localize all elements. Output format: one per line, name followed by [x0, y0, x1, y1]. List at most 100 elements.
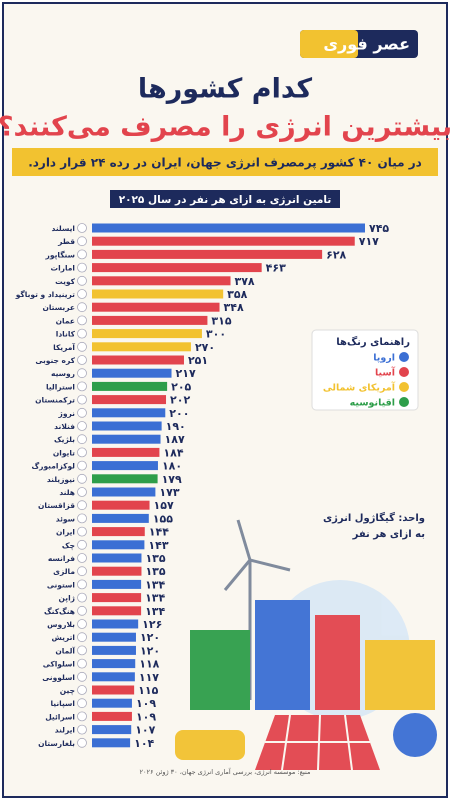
category-label: سوئد — [56, 514, 75, 523]
category-label: اسرائیل — [45, 712, 75, 721]
category-label: چین — [60, 686, 75, 695]
value-label: ۱۰۴ — [134, 737, 154, 750]
bar — [92, 593, 142, 603]
legend-label: آسیا — [375, 366, 396, 379]
value-label: ۱۰۹ — [136, 710, 156, 723]
category-label: بلژیک — [54, 435, 75, 444]
bar — [92, 289, 224, 299]
flag — [77, 685, 87, 695]
illustration — [175, 519, 437, 771]
value-label: ۲۷۰ — [195, 341, 215, 354]
bar — [92, 263, 262, 273]
flag — [77, 592, 87, 603]
category-label: استونی — [47, 580, 75, 589]
category-label: فرانسه — [48, 554, 75, 563]
flag — [77, 223, 87, 233]
flag — [77, 539, 87, 550]
flag — [77, 407, 87, 418]
bar — [92, 276, 231, 286]
flag — [77, 368, 87, 379]
flag — [77, 724, 87, 735]
flag — [77, 487, 87, 497]
flag — [77, 632, 87, 643]
category-label: ایسلند — [52, 224, 75, 233]
value-label: ۱۷۳ — [159, 486, 179, 499]
bar — [92, 249, 323, 259]
panel-grid — [265, 714, 370, 771]
bar — [92, 487, 156, 497]
chart-title: تامین انرژی به ازای هر نفر در سال ۲۰۲۵ — [119, 194, 332, 206]
value-label: ۱۰۷ — [135, 724, 155, 737]
bar — [92, 725, 132, 735]
bar — [92, 645, 136, 655]
legend-label: اقیانوسیه — [350, 398, 395, 409]
legend-title: راهنمای رنگ‌ها — [336, 336, 410, 348]
bar — [92, 540, 145, 550]
flag — [77, 381, 87, 392]
value-label: ۱۴۳ — [148, 539, 168, 552]
category-label: بلاروس — [47, 620, 75, 629]
value-label: ۳۵۸ — [227, 288, 247, 301]
bar — [92, 342, 191, 352]
bar — [92, 447, 160, 457]
flag — [77, 605, 87, 616]
bar — [92, 434, 161, 444]
legend-swatch — [399, 382, 409, 392]
building — [190, 630, 250, 710]
category-label: ژاپن — [59, 594, 75, 603]
value-label: ۱۳۴ — [145, 592, 165, 605]
category-label: لوکزامبورگ — [31, 461, 75, 471]
flag — [77, 275, 87, 286]
value-label: ۱۰۹ — [136, 697, 156, 710]
value-label: ۱۷۹ — [162, 473, 182, 486]
flag — [77, 302, 87, 313]
bar — [92, 527, 145, 537]
legend-swatch — [399, 397, 409, 407]
category-label: چک — [62, 541, 75, 550]
subtitle: در میان ۴۰ کشور پرمصرف انرژی جهان، ایران… — [28, 156, 422, 171]
category-label: ایرلند — [55, 726, 75, 735]
value-label: ۳۰۰ — [206, 328, 226, 341]
flag — [77, 658, 87, 669]
flag — [77, 473, 87, 484]
category-label: هنگ‌کنگ — [44, 607, 75, 616]
flag — [77, 526, 87, 537]
legend-swatch — [399, 352, 409, 362]
category-label: بلغارستان — [38, 739, 75, 748]
flag — [77, 566, 87, 577]
value-label: ۴۶۳ — [266, 262, 286, 275]
bar — [92, 395, 167, 405]
value-label: ۲۱۷ — [176, 367, 196, 380]
category-label: ایران — [56, 528, 75, 537]
value-label: ۱۸۴ — [163, 446, 183, 459]
category-label: نیوزیلند — [47, 475, 75, 484]
building — [365, 640, 435, 710]
value-label: ۱۸۰ — [162, 460, 182, 473]
flag — [77, 434, 87, 445]
value-label: ۱۵۵ — [153, 512, 173, 525]
category-label: اتریش — [52, 633, 75, 642]
bar — [92, 329, 202, 339]
turbine-blades — [223, 519, 291, 591]
category-label: امارات — [51, 264, 75, 273]
flag — [77, 460, 87, 471]
category-label: قطر — [57, 237, 75, 246]
value-label: ۱۳۴ — [145, 578, 165, 591]
building — [315, 615, 360, 710]
value-label: ۲۵۱ — [188, 354, 208, 367]
flag — [77, 236, 87, 247]
flag — [77, 394, 87, 405]
bar — [92, 368, 172, 378]
value-label: ۱۴۴ — [149, 526, 169, 539]
value-label: ۱۹۰ — [166, 420, 186, 433]
bar — [92, 355, 184, 365]
flag — [77, 315, 87, 326]
category-label: تایوان — [53, 448, 75, 457]
bar — [92, 738, 131, 748]
category-label: اسپانیا — [50, 699, 75, 708]
bar — [92, 302, 220, 312]
value-label: ۱۱۸ — [139, 658, 159, 671]
flag — [77, 671, 87, 682]
value-label: ۷۴۵ — [369, 222, 389, 235]
